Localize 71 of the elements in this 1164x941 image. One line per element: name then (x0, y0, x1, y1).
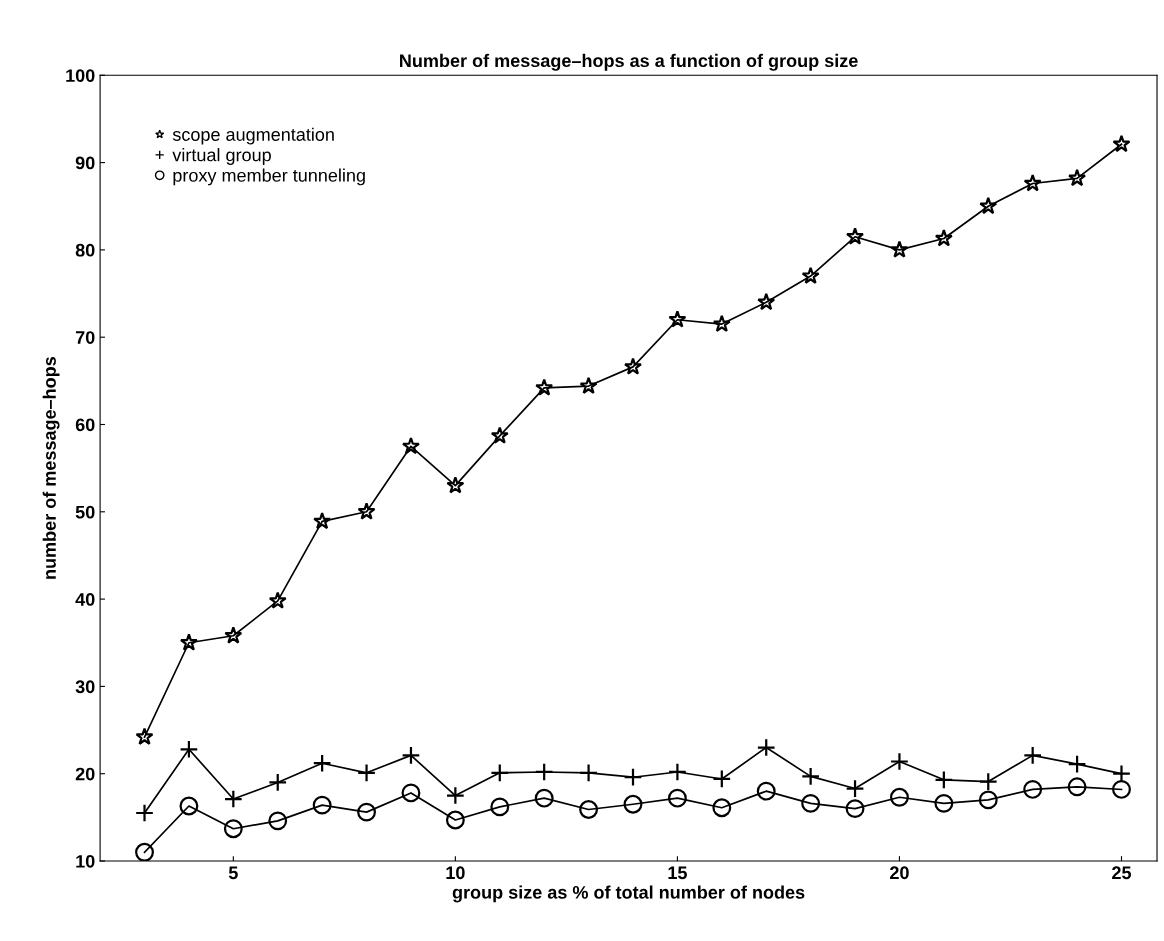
point (1067, 777, 1087, 797)
x-tick-label: 5 (228, 866, 238, 880)
point (623, 357, 643, 375)
point (623, 767, 643, 787)
point (268, 811, 288, 831)
point (845, 799, 865, 819)
point (445, 810, 465, 830)
point (223, 819, 243, 839)
point (1023, 174, 1042, 192)
point (712, 798, 732, 818)
point (224, 626, 243, 644)
y-tick-label: 30 (75, 680, 95, 694)
point (357, 802, 376, 822)
point (135, 727, 154, 745)
point (268, 591, 287, 609)
x-tick-label: 10 (446, 866, 465, 880)
point (579, 800, 599, 819)
point (535, 378, 554, 396)
point (1023, 779, 1043, 799)
point (1112, 134, 1131, 153)
y-tick-label: 50 (75, 505, 95, 519)
point (223, 789, 243, 809)
point (934, 229, 953, 247)
legend-label: virtual group (172, 148, 271, 165)
point (446, 476, 465, 494)
point (312, 795, 332, 815)
y-tick-label: 60 (75, 418, 95, 432)
y-tick-label: 20 (75, 767, 95, 781)
point (401, 436, 420, 455)
y-axis-title: number of message–hops (42, 357, 60, 579)
x-tick-label: 15 (668, 866, 687, 880)
point (357, 502, 376, 520)
point (979, 196, 998, 215)
point (756, 781, 776, 801)
chart-title: Number of message–hops as a function of group size (400, 53, 858, 71)
x-axis-title: group size as % of total number of nodes (452, 885, 805, 903)
point (179, 633, 198, 651)
point (890, 787, 909, 807)
point (534, 788, 554, 808)
point (401, 783, 421, 803)
point (1112, 779, 1131, 799)
point (846, 227, 865, 245)
point (890, 240, 909, 258)
point (490, 797, 510, 817)
point (712, 314, 731, 332)
point (934, 793, 954, 813)
point (623, 794, 643, 814)
y-tick-label: 80 (75, 243, 95, 257)
point (579, 376, 598, 394)
y-tick-label: 100 (66, 69, 95, 82)
legend-label: proxy member tunneling (173, 168, 365, 186)
point (757, 292, 776, 311)
point (135, 842, 154, 862)
point (1068, 168, 1087, 187)
point (667, 788, 687, 808)
point (313, 511, 332, 530)
point (668, 310, 687, 328)
point (978, 790, 998, 810)
point (179, 796, 199, 816)
point (845, 779, 865, 798)
x-tick-label: 20 (890, 866, 909, 880)
point (801, 793, 821, 813)
point (490, 426, 509, 444)
point (401, 745, 421, 765)
y-tick-label: 70 (75, 331, 95, 344)
y-tick-label: 10 (76, 854, 95, 868)
y-tick-label: 40 (75, 593, 95, 606)
x-tick-label: 25 (1112, 866, 1132, 880)
y-tick-label: 90 (75, 156, 95, 170)
point (801, 266, 820, 284)
legend-label: scope augmentation (172, 127, 334, 145)
